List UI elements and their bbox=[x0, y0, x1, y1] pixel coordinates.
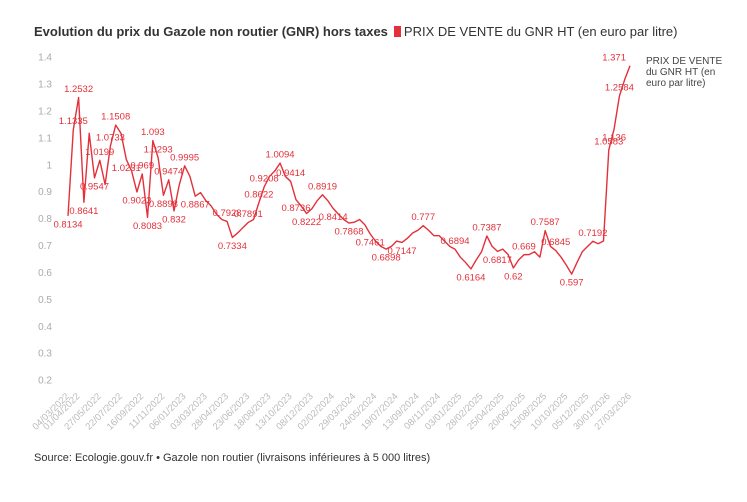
y-tick-label: 1.1 bbox=[38, 133, 52, 144]
data-label: 0.7587 bbox=[531, 217, 560, 228]
data-label: 0.7928 bbox=[213, 208, 242, 219]
data-label: 0.9547 bbox=[80, 181, 109, 192]
data-label: 1.0231 bbox=[112, 163, 141, 174]
y-tick-label: 0.3 bbox=[38, 349, 52, 360]
data-label: 1.0094 bbox=[266, 150, 295, 161]
data-label: 0.8622 bbox=[244, 189, 273, 200]
data-label: 1.093 bbox=[141, 127, 165, 138]
y-tick-label: 1.4 bbox=[38, 53, 52, 64]
chart-title: Evolution du prix du Gazole non routier … bbox=[34, 24, 388, 39]
data-label: 0.7147 bbox=[387, 246, 416, 257]
data-label: 1.0293 bbox=[144, 144, 173, 155]
data-label: 0.777 bbox=[411, 212, 435, 223]
y-tick-label: 0.4 bbox=[38, 322, 52, 333]
data-label: 0.7461 bbox=[356, 238, 385, 249]
data-label: 0.8919 bbox=[308, 181, 337, 192]
y-tick-label: 0.8 bbox=[38, 214, 52, 225]
y-tick-label: 0.2 bbox=[38, 376, 52, 387]
data-label: 0.8736 bbox=[281, 203, 310, 214]
data-label: 0.9208 bbox=[250, 174, 279, 185]
data-label: 1.1335 bbox=[59, 116, 88, 127]
data-label: 0.969 bbox=[130, 161, 154, 172]
data-label: 0.6164 bbox=[456, 272, 485, 283]
data-label: 0.7868 bbox=[334, 227, 363, 238]
data-label: 0.8083 bbox=[133, 221, 162, 232]
data-label: 0.832 bbox=[162, 214, 186, 225]
data-label: 0.6894 bbox=[441, 236, 470, 247]
data-label: 0.62 bbox=[504, 271, 523, 282]
legend-label: PRIX DE VENTE du GNR HT (en euro par lit… bbox=[403, 24, 678, 39]
y-tick-label: 1 bbox=[46, 160, 52, 171]
data-label: 1.371 bbox=[602, 52, 626, 63]
y-tick-label: 0.7 bbox=[38, 241, 52, 252]
data-label: 0.7192 bbox=[578, 228, 607, 239]
y-tick-label: 0.9 bbox=[38, 187, 52, 198]
data-label: 0.8641 bbox=[69, 206, 98, 217]
data-label: 1.0199 bbox=[85, 147, 114, 158]
legend-swatch bbox=[393, 26, 401, 37]
data-label: 0.7891 bbox=[234, 209, 263, 220]
y-tick-label: 0.6 bbox=[38, 268, 52, 279]
data-label: 0.8414 bbox=[319, 212, 348, 223]
data-label: 1.0733 bbox=[96, 132, 125, 143]
data-label: 1.2532 bbox=[64, 84, 93, 95]
data-label: 0.8867 bbox=[181, 200, 210, 211]
data-label: 0.9414 bbox=[276, 168, 305, 179]
data-label: 0.9023 bbox=[122, 195, 151, 206]
y-tick-label: 1.2 bbox=[38, 106, 52, 117]
data-label: 0.6817 bbox=[483, 255, 512, 266]
data-label: 0.6898 bbox=[372, 253, 401, 264]
data-label: 1.1508 bbox=[101, 112, 130, 123]
data-label: 0.9474 bbox=[154, 166, 183, 177]
series-end-label: PRIX DE VENTE du GNR HT (en euro par lit… bbox=[646, 56, 723, 89]
data-label: 1.136 bbox=[602, 133, 626, 144]
data-label: 1.2584 bbox=[605, 83, 634, 94]
title-row: Evolution du prix du Gazole non routier … bbox=[34, 24, 678, 39]
y-tick-label: 1.3 bbox=[38, 80, 52, 91]
data-label: 0.7387 bbox=[472, 223, 501, 234]
data-label: 0.8898 bbox=[149, 199, 178, 210]
data-label: 0.8134 bbox=[53, 219, 82, 230]
data-label: 1.0583 bbox=[594, 136, 623, 147]
data-label: 0.9995 bbox=[170, 152, 199, 163]
data-label: 0.7334 bbox=[218, 241, 247, 252]
data-label: 0.669 bbox=[512, 241, 536, 252]
y-tick-label: 0.5 bbox=[38, 295, 52, 306]
data-label: 0.597 bbox=[560, 278, 584, 289]
data-label: 0.6845 bbox=[541, 237, 570, 248]
data-label: 0.8222 bbox=[292, 217, 321, 228]
source-note: Source: Ecologie.gouv.fr • Gazole non ro… bbox=[34, 452, 431, 464]
series-line bbox=[67, 65, 631, 275]
